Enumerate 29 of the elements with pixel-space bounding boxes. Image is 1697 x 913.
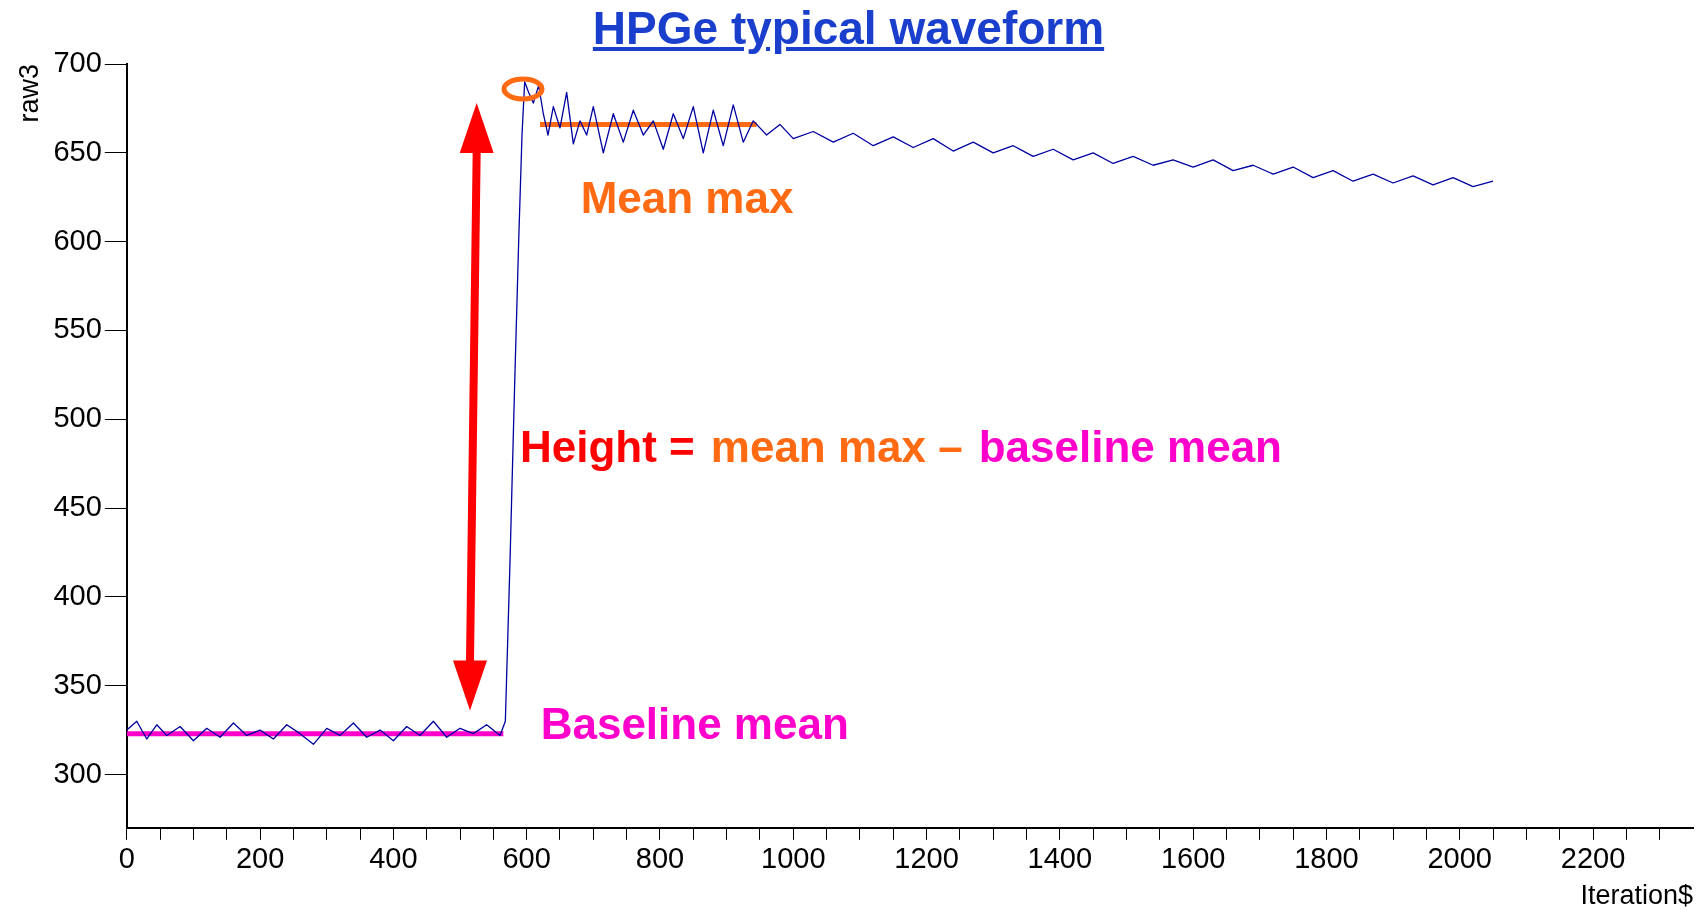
annotation: baseline mean (978, 421, 1282, 471)
x-tick-label: 800 (635, 842, 685, 875)
y-tick-label: 500 (53, 401, 102, 434)
x-tick-label: 200 (235, 842, 285, 875)
x-tick-label: 2200 (1560, 842, 1626, 875)
x-tick-label: 2000 (1427, 842, 1492, 875)
y-tick-label: 650 (53, 134, 102, 167)
y-tick-label: 350 (53, 667, 102, 700)
x-tick-label: 600 (502, 842, 551, 875)
x-axis-title: Iteration$ (1580, 880, 1693, 911)
x-tick-label: 1000 (761, 842, 826, 875)
x-tick-label: 1200 (894, 842, 959, 875)
y-tick-label: 550 (53, 312, 102, 345)
y-tick-label: 600 (53, 223, 102, 256)
y-tick-label: 450 (53, 490, 102, 523)
annotation: mean max – (710, 421, 963, 471)
x-tick-label: 1400 (1027, 842, 1093, 875)
annotation: Mean max (580, 172, 794, 222)
y-tick-label: 400 (53, 578, 102, 611)
annotation: Baseline mean (540, 698, 849, 748)
chart-title: HPGe typical waveform (592, 2, 1105, 54)
y-tick-label: 300 (53, 756, 102, 789)
y-axis-title: raw3 (13, 64, 44, 123)
x-tick-label: 1800 (1294, 842, 1359, 875)
y-tick-label: 700 (53, 46, 102, 78)
x-tick-label: 400 (369, 842, 418, 875)
annotation: Height = (520, 421, 695, 471)
x-tick-label: 0 (118, 842, 135, 875)
x-tick-label: 1600 (1160, 842, 1226, 875)
